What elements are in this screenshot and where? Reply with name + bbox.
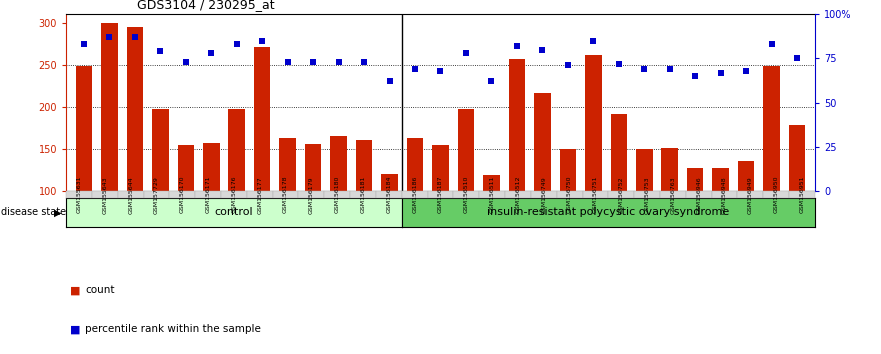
- Bar: [101, 23, 118, 191]
- Text: GSM156179: GSM156179: [309, 176, 314, 213]
- Bar: [127, 27, 143, 191]
- Bar: [508, 59, 525, 191]
- Text: GSM156951: GSM156951: [800, 176, 804, 213]
- Point: [382, 79, 396, 84]
- Point: [688, 73, 702, 79]
- Text: GSM156184: GSM156184: [387, 176, 391, 213]
- Point: [714, 70, 728, 75]
- Point: [77, 41, 91, 47]
- Text: GSM156177: GSM156177: [257, 176, 263, 213]
- Bar: [76, 67, 93, 191]
- Bar: [330, 136, 347, 191]
- Point: [281, 59, 295, 65]
- Text: GSM155631: GSM155631: [77, 176, 81, 213]
- Point: [459, 50, 473, 56]
- Point: [408, 66, 422, 72]
- Text: GSM156946: GSM156946: [696, 176, 701, 213]
- Text: insulin-resistant polycystic ovary syndrome: insulin-resistant polycystic ovary syndr…: [487, 207, 729, 217]
- Point: [204, 50, 218, 56]
- Point: [765, 41, 779, 47]
- Point: [790, 56, 804, 61]
- Point: [255, 38, 270, 44]
- Text: count: count: [85, 285, 115, 295]
- Bar: [433, 145, 448, 191]
- Text: GSM155644: GSM155644: [128, 176, 133, 213]
- Point: [561, 63, 575, 68]
- Text: GSM156187: GSM156187: [438, 176, 443, 213]
- Text: GSM156950: GSM156950: [774, 176, 779, 213]
- Bar: [254, 47, 270, 191]
- Bar: [305, 144, 322, 191]
- Bar: [611, 114, 627, 191]
- Text: GSM156949: GSM156949: [748, 176, 753, 213]
- Text: GSM157729: GSM157729: [154, 176, 159, 213]
- Bar: [483, 175, 500, 191]
- Bar: [662, 148, 678, 191]
- Bar: [407, 138, 423, 191]
- Text: GDS3104 / 230295_at: GDS3104 / 230295_at: [137, 0, 274, 11]
- Point: [128, 34, 142, 40]
- Text: GSM156186: GSM156186: [412, 176, 418, 213]
- Bar: [381, 174, 398, 191]
- Text: GSM156510: GSM156510: [463, 176, 469, 213]
- Bar: [177, 145, 194, 191]
- Text: ■: ■: [70, 285, 81, 295]
- Point: [536, 47, 550, 52]
- Point: [611, 61, 626, 67]
- Text: GSM156752: GSM156752: [618, 176, 624, 213]
- Text: GSM156171: GSM156171: [205, 176, 211, 213]
- Text: GSM156176: GSM156176: [232, 176, 236, 213]
- Bar: [534, 93, 551, 191]
- Point: [739, 68, 753, 74]
- Text: GSM156749: GSM156749: [541, 176, 546, 213]
- Text: GSM156750: GSM156750: [567, 176, 572, 213]
- Text: GSM156170: GSM156170: [180, 176, 185, 213]
- Text: GSM156181: GSM156181: [360, 176, 366, 213]
- Bar: [279, 138, 296, 191]
- Bar: [713, 169, 729, 191]
- Text: GSM156763: GSM156763: [670, 176, 676, 213]
- Text: GSM156751: GSM156751: [593, 176, 598, 213]
- Text: ■: ■: [70, 324, 81, 334]
- Point: [153, 48, 167, 54]
- Text: GSM156180: GSM156180: [335, 176, 340, 213]
- Point: [485, 79, 499, 84]
- Bar: [356, 140, 373, 191]
- Point: [586, 38, 600, 44]
- Point: [663, 66, 677, 72]
- Point: [331, 59, 345, 65]
- Text: GSM156178: GSM156178: [283, 176, 288, 213]
- Text: disease state: disease state: [1, 207, 66, 217]
- Bar: [687, 167, 704, 191]
- Text: GSM156948: GSM156948: [722, 176, 727, 213]
- Point: [510, 43, 524, 49]
- Bar: [738, 161, 754, 191]
- Point: [306, 59, 320, 65]
- Point: [230, 41, 244, 47]
- Text: control: control: [215, 207, 253, 217]
- Bar: [763, 67, 780, 191]
- Text: GSM156511: GSM156511: [490, 176, 494, 213]
- Bar: [559, 149, 576, 191]
- Bar: [203, 143, 219, 191]
- Text: percentile rank within the sample: percentile rank within the sample: [85, 324, 262, 334]
- Bar: [585, 55, 602, 191]
- Bar: [458, 109, 474, 191]
- Bar: [152, 109, 168, 191]
- Text: ▶: ▶: [54, 207, 62, 217]
- Text: GSM155643: GSM155643: [102, 176, 107, 213]
- Bar: [228, 109, 245, 191]
- Point: [102, 34, 116, 40]
- Bar: [788, 125, 805, 191]
- Point: [179, 59, 193, 65]
- Text: GSM156753: GSM156753: [645, 176, 649, 213]
- Text: GSM156512: GSM156512: [515, 176, 521, 213]
- Point: [357, 59, 371, 65]
- Point: [637, 66, 651, 72]
- Point: [433, 68, 448, 74]
- Bar: [636, 149, 653, 191]
